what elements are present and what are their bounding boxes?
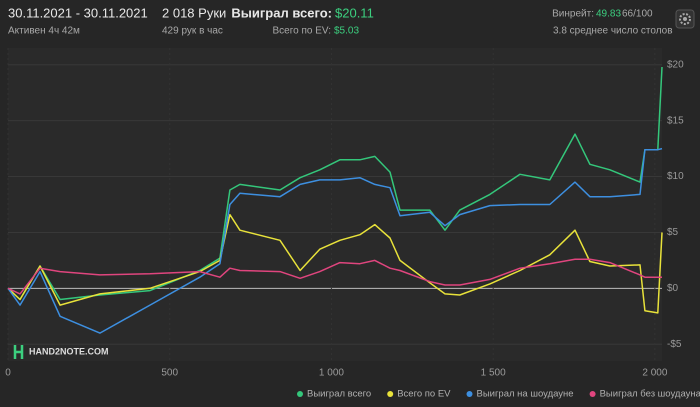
legend-marker — [297, 391, 303, 397]
winrate-label: Винрейт: — [552, 9, 594, 20]
legend-label: Выиграл всего — [307, 389, 371, 400]
active-time: Активен 4ч 42м — [8, 26, 80, 37]
won-total-value: $20.11 — [335, 5, 374, 20]
legend-label: Выиграл на шоудауне — [477, 389, 574, 400]
series-line — [7, 258, 662, 295]
x-tick-label: 500 — [161, 368, 178, 379]
y-tick-label: $10 — [667, 171, 684, 182]
legend-marker — [387, 391, 394, 397]
x-tick-label: 1 500 — [481, 368, 506, 379]
date-range: 30.11.2021 - 30.11.2021 — [8, 5, 148, 20]
ev-label: Всего по EV: — [272, 26, 331, 37]
legend-marker — [466, 391, 473, 397]
y-tick-label: $5 — [667, 227, 679, 238]
series-line — [7, 147, 663, 334]
x-tick-label: 0 — [5, 368, 11, 379]
won-total-label: Выиграл всего: — [231, 5, 332, 20]
legend-label: Всего по EV — [397, 389, 451, 400]
logo: HAND2NOTE.COM — [13, 345, 109, 359]
y-tick-label: -$5 — [667, 339, 682, 350]
x-tick-label: 2 000 — [642, 368, 667, 379]
legend-marker — [589, 391, 596, 397]
winrate-hands: 66/100 — [622, 9, 653, 20]
hands: 2 018 Руки — [162, 5, 226, 20]
ev-value: $5.03 — [334, 26, 359, 37]
watermark: HAND2NOTE.COM — [29, 346, 109, 356]
x-tick-label: 1 000 — [319, 368, 344, 379]
series-line — [7, 66, 663, 301]
settings-button[interactable] — [675, 9, 695, 29]
hands-per-hour: 429 рук в час — [162, 26, 223, 37]
series-line — [7, 213, 663, 314]
winrate-value: 49.83 — [596, 9, 621, 20]
legend-label: Выиграл без шоудауна — [600, 389, 700, 400]
tables: 3.8 среднее число столов — [553, 26, 673, 37]
y-tick-label: $0 — [667, 283, 679, 294]
plot-area — [8, 48, 662, 361]
y-tick-label: $20 — [667, 59, 684, 70]
y-tick-label: $15 — [667, 115, 684, 126]
